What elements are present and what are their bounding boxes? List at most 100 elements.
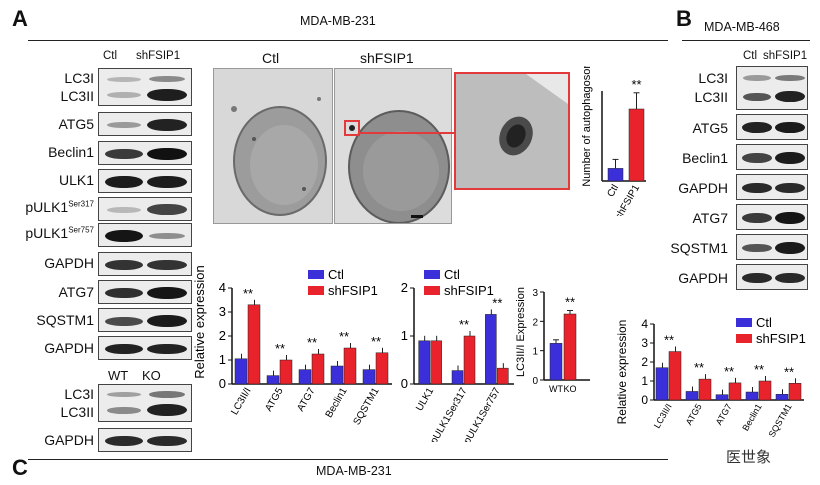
ylabel-expr-468: Relative expression [615, 320, 629, 425]
bar-shfsip1 [375, 352, 389, 385]
bar-shfsip1 [628, 108, 645, 182]
x-tick-label: WT [549, 384, 563, 394]
legend-swatch [736, 318, 752, 327]
b-blot-strip-lc3 [736, 66, 808, 110]
bar-ctl [655, 367, 669, 401]
em-zoom-box [344, 120, 360, 136]
bar-ctl [715, 394, 729, 401]
chart-expr-231-a: Relative expression 0 1 2 3 4 ** LC3II/I ** ATG5… [192, 265, 392, 427]
significance-label: ** [664, 333, 674, 348]
significance-label: ** [307, 335, 317, 350]
blot-strip-lc3 [98, 68, 192, 106]
y-tick-label: 2 [219, 328, 226, 343]
zoom-connector [358, 132, 454, 134]
em-label-ctl: Ctl [262, 50, 280, 66]
blot-label-atg5: ATG5 [58, 116, 94, 132]
em-zoom-image [454, 72, 570, 190]
significance-label: ** [694, 360, 704, 375]
b-blot-label-lc3i: LC3I [698, 70, 728, 86]
bar-ctl [549, 343, 563, 381]
panel-b-lane-ctl: Ctl [743, 50, 758, 62]
bar-ctl [418, 340, 430, 385]
blot-strip-gapdh-2 [98, 336, 192, 360]
em-sh-svg [335, 69, 451, 223]
legend-swatch [424, 286, 440, 295]
b-blot-label-gapdh: GAPDH [678, 180, 728, 196]
c-blot-strip-lc3 [98, 384, 192, 422]
blot-strip-pulk1-ser757 [98, 223, 192, 247]
blot-label-pulk1-ser757: pULK1Ser757 [10, 225, 94, 241]
significance-label: ** [275, 341, 285, 356]
blot-label-lc3i: LC3I [64, 70, 94, 86]
bar-ctl [607, 168, 624, 182]
blot-label-pulk1-ser317: pULK1Ser317 [10, 199, 94, 215]
b-blot-strip-sqstm1 [736, 234, 808, 260]
em-ctl-svg [214, 69, 332, 223]
y-tick-label: 1 [532, 347, 538, 358]
blot-label-ulk1: ULK1 [58, 172, 94, 188]
significance-label: ** [459, 317, 469, 332]
blot-strip-atg5 [98, 112, 192, 136]
bar-shfsip1 [279, 359, 293, 385]
panel-b-letter: B [676, 6, 692, 31]
y-tick-label: 3 [641, 336, 648, 350]
y-tick-label: 4 [219, 280, 226, 295]
y-tick-label: 3 [219, 304, 226, 319]
em-label-sh: shFSIP1 [360, 50, 414, 66]
x-tick-label: pULK1Ser317 [429, 386, 470, 442]
legend-label: shFSIP1 [756, 331, 806, 346]
x-tick-label: Ctl [605, 183, 621, 199]
c-blot-label-lc3i: LC3I [64, 386, 94, 402]
bar-shfsip1 [668, 351, 682, 401]
chart-lc3-wtko: LC3II/I Expression 0 1 2 3 WT ** KO [515, 287, 590, 394]
bar-shfsip1 [430, 340, 442, 385]
significance-label: ** [784, 364, 794, 379]
blot-label-gapdh-2: GAPDH [44, 340, 94, 356]
chart-autophagosome: Number of autophagosome Ctl**shFSIP1 [581, 66, 646, 216]
bar-ctl [775, 394, 789, 401]
blot-strip-beclin1 [98, 141, 192, 165]
b-blot-strip-beclin1 [736, 144, 808, 170]
blot-label-lc3ii: LC3II [60, 88, 94, 104]
x-tick-label: Beclin1 [740, 402, 763, 433]
x-tick-label: ATG7 [295, 386, 317, 414]
blot-strip-gapdh [98, 252, 192, 276]
panel-c-letter: C [12, 455, 28, 480]
panel-a-divider [28, 40, 668, 41]
legend-label: Ctl [328, 267, 344, 282]
blot-label-gapdh: GAPDH [44, 255, 94, 271]
y-tick-label: 0 [401, 376, 408, 391]
bar-shfsip1 [343, 347, 357, 385]
bar-shfsip1 [728, 382, 742, 401]
blot-label-beclin1: Beclin1 [48, 144, 94, 160]
b-blot-label-beclin1: Beclin1 [682, 150, 728, 166]
bar-ctl [685, 391, 699, 401]
y-tick-label: 0 [219, 376, 226, 391]
y-tick-label: 3 [532, 288, 538, 299]
bar-ctl [234, 358, 248, 385]
y-tick-label: 2 [532, 317, 538, 328]
b-blot-strip-atg7 [736, 204, 808, 230]
ser317-superscript: Ser317 [68, 199, 94, 209]
bar-shfsip1 [698, 378, 712, 401]
y-tick-label: 1 [219, 352, 226, 367]
panel-b-divider [682, 40, 810, 41]
blot-strip-sqstm1 [98, 308, 192, 332]
panel-b-cell-line: MDA-MB-468 [704, 20, 780, 34]
panel-b-lane-sh: shFSIP1 [763, 50, 808, 62]
blot-strip-pulk1-ser317 [98, 197, 192, 221]
bar-shfsip1 [311, 353, 325, 385]
bar-ctl [330, 365, 344, 385]
y-tick-label: 1 [401, 328, 408, 343]
significance-label: ** [565, 294, 575, 309]
bar-ctl [451, 370, 464, 385]
y-tick-label: 2 [401, 280, 408, 295]
blot-label-sqstm1: SQSTM1 [36, 312, 94, 328]
em-image-ctl [213, 68, 333, 224]
chart-expr-231-b: 0 1 2 ULK1 ** pULK1Ser317 ** pULK1Ser757 CtlshFS… [401, 267, 514, 442]
legend-label: Ctl [444, 267, 460, 282]
significance-label: ** [754, 362, 764, 377]
ser757-superscript: Ser757 [68, 225, 94, 235]
ylabel-expr-231-a: Relative expression [192, 265, 207, 378]
significance-label: ** [631, 77, 641, 92]
